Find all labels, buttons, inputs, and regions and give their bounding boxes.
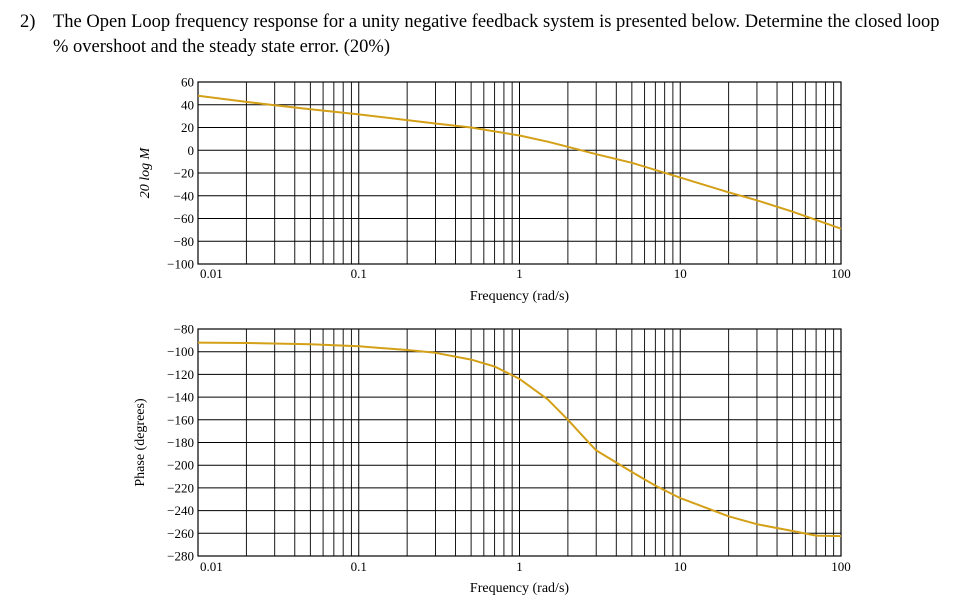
y-tick-label: −60 (174, 211, 194, 226)
plot-frame (197, 328, 842, 557)
y-tick-label: −80 (174, 322, 194, 337)
x-tick-label: 100 (831, 266, 851, 281)
plot-frame (197, 81, 842, 265)
grid (197, 328, 841, 557)
x-tick-label: 1 (516, 559, 523, 574)
x-tick-label: 100 (831, 559, 851, 574)
y-tick-label: 40 (181, 97, 194, 112)
y-tick-label: −260 (167, 526, 194, 541)
y-tick-label: −180 (167, 435, 194, 450)
x-tick-label: 10 (674, 559, 687, 574)
chart-phase: −80 −100 −120 −140 −160 −180 −200 −220 −240 −260 −… (133, 322, 851, 597)
y-tick-label: 0 (188, 143, 195, 158)
x-tick-label: 0.01 (200, 266, 223, 281)
chart-magnitude: 60 40 20 0 −20 −40 −60 −80 −100 0.01 0.1 1 10 100 Freq… (138, 75, 851, 305)
grid (197, 81, 841, 265)
y-tick-label: −280 (167, 549, 194, 564)
question-text: The Open Loop frequency response for a u… (53, 12, 940, 57)
y-tick-label: −100 (167, 344, 194, 359)
series-line (197, 94, 842, 230)
x-tick-label: 0.01 (200, 559, 223, 574)
question-number: 2) (20, 12, 36, 32)
y-tick-label: 60 (181, 75, 194, 90)
y-tick-label: −80 (174, 234, 194, 249)
y-tick-label: −40 (174, 188, 194, 203)
y-tick-label: −160 (167, 412, 194, 427)
x-axis-label: Frequency (rad/s) (470, 581, 569, 596)
x-tick-label: 1 (516, 266, 523, 281)
y-tick-label: −140 (167, 390, 194, 405)
x-tick-label: 0.1 (351, 559, 367, 574)
series-line (197, 341, 842, 538)
y-axis-label: Phase (degrees) (133, 398, 148, 487)
y-tick-label: −220 (167, 480, 194, 495)
x-tick-label: 0.1 (351, 266, 367, 281)
y-tick-label: −100 (167, 257, 194, 272)
y-tick-label: −200 (167, 458, 194, 473)
y-axis-label: 20 log M (138, 146, 153, 198)
y-tick-label: −240 (167, 503, 194, 518)
y-tick-label: −120 (167, 367, 194, 382)
y-tick-label: 20 (181, 120, 194, 135)
y-tick-label: −20 (174, 166, 194, 181)
x-axis-label: Frequency (rad/s) (470, 289, 569, 304)
x-tick-label: 10 (674, 266, 687, 281)
